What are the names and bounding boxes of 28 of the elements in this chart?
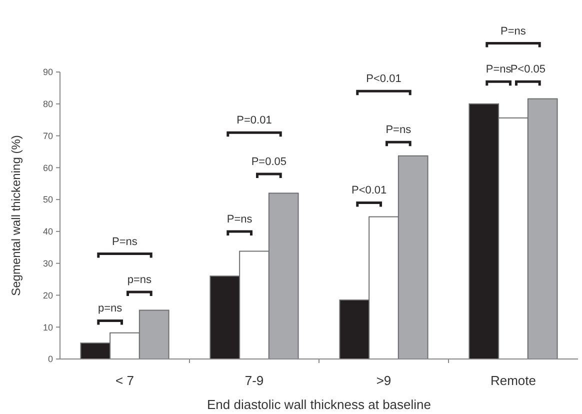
annotation: P=0.05 [251, 156, 287, 168]
y-tick-label: 60 [42, 162, 53, 173]
y-tick-label: 90 [42, 67, 53, 78]
x-axis-title: End diastolic wall thickness at baseline [206, 397, 432, 412]
y-tick-label: 70 [42, 130, 53, 141]
annotation: P<0.01 [351, 184, 387, 197]
x-tick-label: 7-9 [244, 373, 264, 388]
y-tick-label: 30 [42, 258, 53, 268]
annotation: P=ns [386, 124, 412, 136]
annotation: p=ns [98, 302, 123, 315]
annotation: P<0.01 [366, 73, 402, 86]
annotation: P=ns [486, 64, 512, 76]
annotation: P=ns [226, 213, 253, 226]
y-tick-label: 40 [42, 226, 53, 237]
y-tick-label: 20 [42, 290, 53, 300]
x-tick-label: Remote [490, 373, 536, 388]
x-tick-label: < 7 [116, 373, 134, 388]
annotation: p=ns [127, 274, 152, 286]
x-tick-label: >9 [376, 373, 392, 388]
y-axis-title: Segmental wall thickening (%) [9, 135, 23, 296]
text: P=ns [500, 25, 526, 38]
y-tick-label: 50 [42, 194, 53, 205]
annotation: P=ns [112, 236, 138, 248]
annotation: P=0.01 [236, 114, 272, 127]
y-tick-label: 80 [42, 99, 53, 110]
y-tick-label: 10 [42, 322, 53, 332]
annotation: P<0.05 [510, 64, 546, 76]
y-tick-label: 0 [48, 354, 53, 364]
